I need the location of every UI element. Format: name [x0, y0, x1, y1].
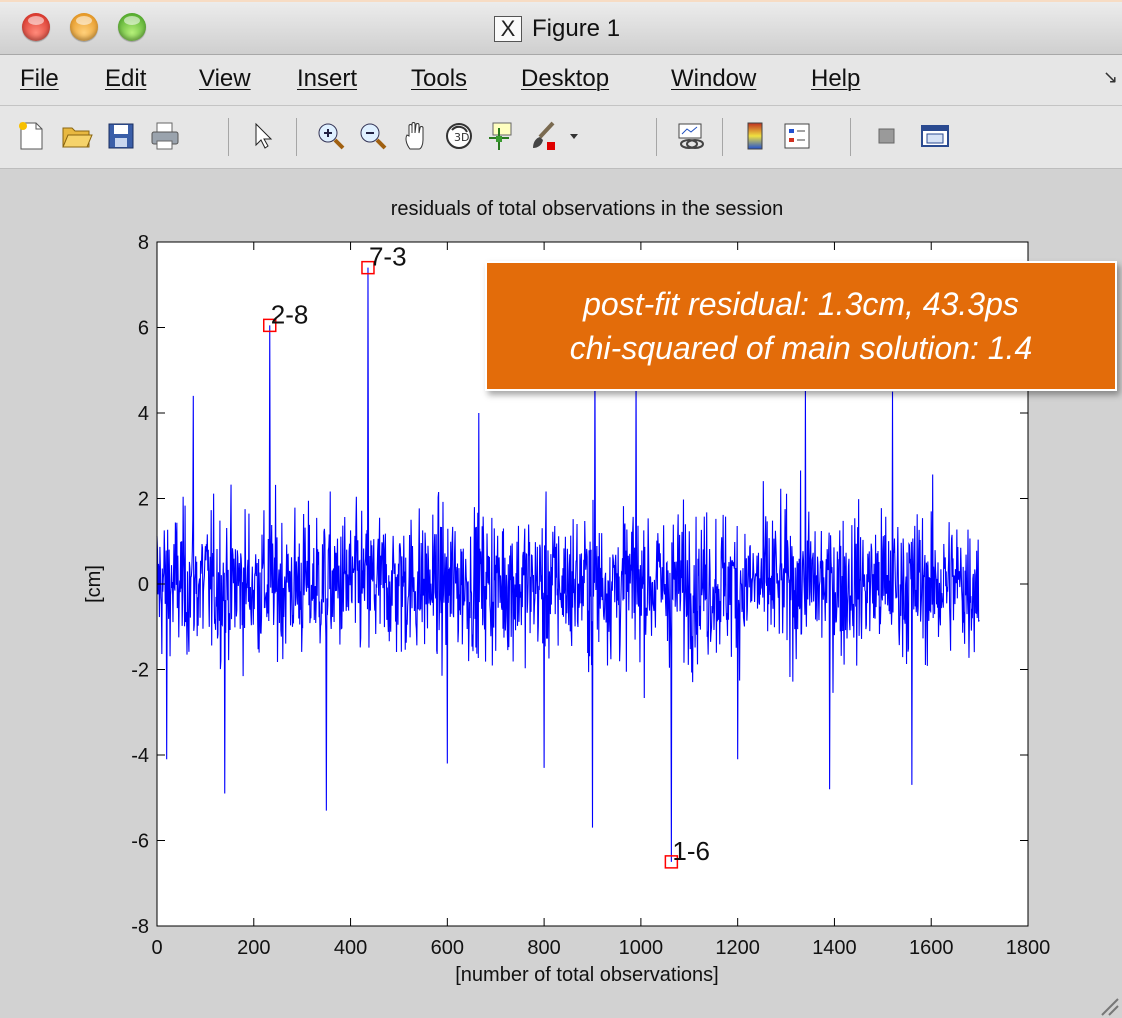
outlier-marker	[262, 318, 277, 333]
data-cursor-icon[interactable]	[484, 118, 518, 154]
toolbar-separator	[656, 118, 657, 156]
y-tick-label: 8	[138, 232, 149, 254]
menu-edit[interactable]: Edit	[105, 65, 147, 92]
y-axis-label: [cm]	[83, 565, 105, 603]
outlier-label: 1-6	[672, 836, 710, 866]
toolbar-separator	[296, 118, 297, 156]
y-tick-label: -2	[131, 660, 149, 682]
y-tick-label: -4	[131, 745, 149, 767]
x-tick-label: 600	[431, 937, 464, 959]
colorbar-icon[interactable]	[738, 118, 772, 154]
close-button[interactable]	[22, 13, 50, 41]
figure-canvas[interactable]: 2-8 7-3 1-6 0 200 400 600 800 1000 1200 1400 1600 1…	[0, 169, 1122, 1018]
legend-icon[interactable]	[780, 118, 814, 154]
x-tick-label: 200	[237, 937, 270, 959]
title-bar[interactable]: X Figure 1	[0, 2, 1122, 55]
brush-dropdown-icon[interactable]	[566, 118, 582, 154]
y-tick-label: -6	[131, 831, 149, 853]
print-icon[interactable]	[148, 118, 182, 154]
link-plot-icon[interactable]	[674, 118, 708, 154]
x-axis-label: [number of total observations]	[455, 964, 718, 986]
minimize-button[interactable]	[70, 13, 98, 41]
x-tick-label: 0	[151, 937, 162, 959]
window-title-group: X Figure 1	[494, 14, 620, 44]
hide-plot-tools-icon[interactable]	[870, 118, 904, 154]
brush-icon[interactable]	[526, 118, 560, 154]
x-tick-label: 400	[334, 937, 367, 959]
menu-window[interactable]: Window	[671, 65, 757, 92]
svg-text:3D: 3D	[454, 131, 469, 144]
outlier-label: 2-8	[271, 299, 309, 329]
menu-desktop[interactable]: Desktop	[521, 65, 610, 92]
series-layer	[156, 267, 980, 862]
annotation-box: post-fit residual: 1.3cm, 43.3ps chi-squ…	[485, 261, 1117, 391]
chart-title: residuals of total observations in the s…	[391, 198, 783, 220]
outlier-label: 7-3	[369, 242, 407, 272]
menu-help[interactable]: Help	[811, 65, 861, 92]
dock-arrow-icon[interactable]: ↘	[1102, 67, 1118, 87]
toolbar-separator	[850, 118, 851, 156]
menu-view[interactable]: View	[199, 65, 251, 92]
resize-grip-icon[interactable]	[1101, 998, 1119, 1016]
x-tick-label: 1000	[619, 937, 664, 959]
annotation-line-2: chi-squared of main solution: 1.4	[569, 330, 1033, 366]
x-tick-label: 1600	[909, 937, 954, 959]
outlier-marker	[361, 260, 375, 275]
marker-layer: 2-8 7-3 1-6	[262, 242, 710, 869]
rotate-3d-icon[interactable]: 3D	[442, 118, 476, 154]
menu-insert[interactable]: Insert	[297, 65, 358, 92]
menu-tools[interactable]: Tools	[411, 65, 468, 92]
new-figure-icon[interactable]	[14, 118, 48, 154]
y-tick-label: 2	[138, 489, 149, 511]
select-arrow-icon[interactable]	[246, 118, 280, 154]
toolbar-separator	[722, 118, 723, 156]
tick-layer: 0 200 400 600 800 1000 1200 1400 1600 1800 -8 -6 -4 -…	[131, 232, 1050, 959]
outlier-marker	[664, 855, 679, 869]
maximize-button[interactable]	[118, 13, 146, 41]
pan-hand-icon[interactable]	[400, 118, 434, 154]
toolbar-separator	[228, 118, 229, 156]
open-file-icon[interactable]	[60, 118, 94, 154]
residual-series-line	[156, 267, 980, 862]
save-icon[interactable]	[104, 118, 138, 154]
x-tick-label: 1800	[1006, 937, 1051, 959]
x-tick-label: 1400	[812, 937, 857, 959]
menu-bar: File Edit View Insert Tools Desktop Wind…	[0, 55, 1122, 106]
window-title: Figure 1	[532, 15, 621, 42]
x11-icon: X	[494, 16, 522, 42]
annotation-line-1: post-fit residual: 1.3cm, 43.3ps	[583, 286, 1019, 322]
y-tick-label: 6	[138, 318, 149, 340]
y-tick-label: 0	[138, 574, 149, 596]
menu-file[interactable]: File	[20, 65, 59, 92]
zoom-out-icon[interactable]	[356, 118, 390, 154]
x-tick-label: 1200	[715, 937, 760, 959]
show-plot-tools-icon[interactable]	[918, 118, 952, 154]
y-tick-label: 4	[138, 403, 149, 425]
zoom-in-icon[interactable]	[314, 118, 348, 154]
x-tick-label: 800	[527, 937, 560, 959]
toolbar: 3D	[0, 106, 1122, 169]
y-tick-label: -8	[131, 916, 149, 938]
